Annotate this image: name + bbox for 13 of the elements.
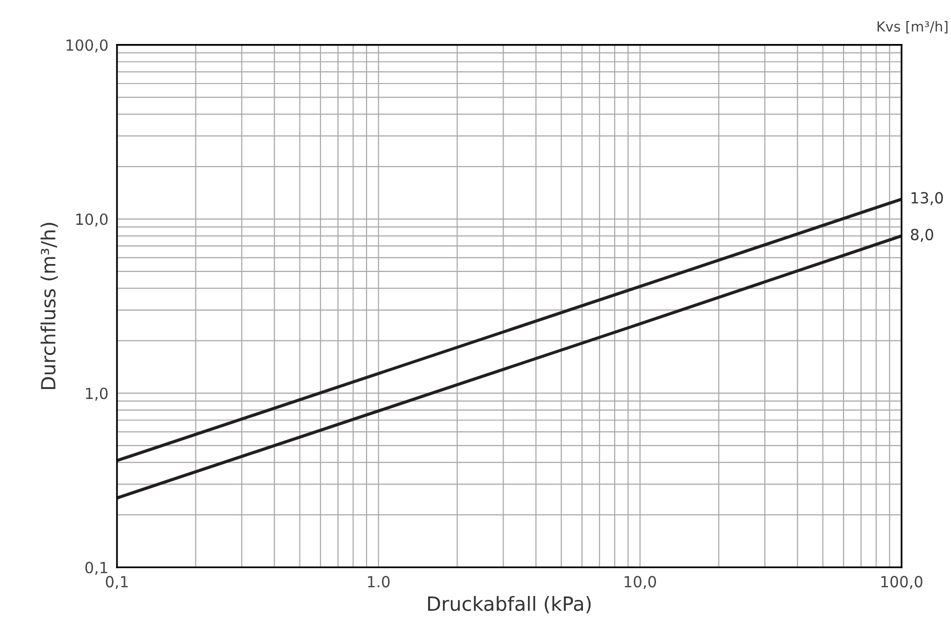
x-tick-label: 10,0 — [624, 576, 656, 590]
x-tick-label: 100,0 — [881, 576, 922, 590]
series-label: 8,0 — [910, 228, 934, 242]
series-label: 13,0 — [912, 192, 943, 206]
x-tick-label: 0,1 — [106, 576, 128, 590]
legend-title: Kvs [m³/h] — [878, 20, 948, 34]
y-axis-title: Durchfluss (m³/h) — [40, 222, 58, 389]
y-tick-label: 100,0 — [66, 39, 108, 52]
x-axis-title: Druckabfall (kPa) — [428, 596, 591, 614]
y-tick-label: 10,0 — [76, 213, 108, 227]
x-tick-label: 1.0 — [368, 576, 390, 588]
y-tick-label: 0,1 — [85, 562, 108, 575]
y-tick-label: 1,0 — [86, 388, 108, 401]
